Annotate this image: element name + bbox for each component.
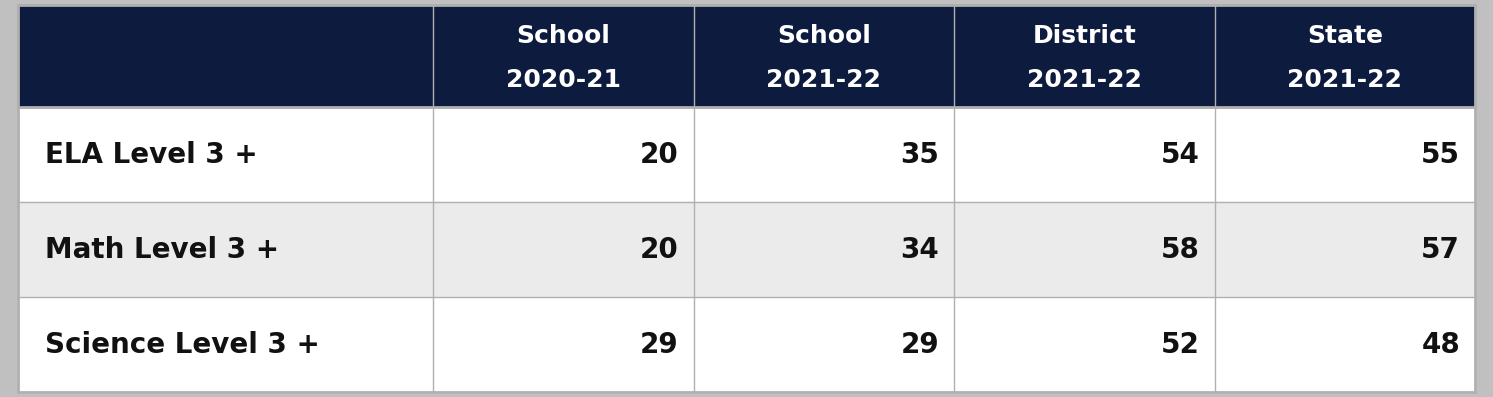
Text: 29: 29 — [640, 331, 679, 359]
Text: School: School — [776, 24, 870, 48]
Text: 29: 29 — [900, 331, 939, 359]
Text: State: State — [1306, 24, 1383, 48]
Text: 20: 20 — [640, 236, 679, 264]
Text: 2021-22: 2021-22 — [1027, 68, 1142, 92]
Bar — [18, 297, 1475, 392]
Text: 58: 58 — [1162, 236, 1200, 264]
Text: ELA Level 3 +: ELA Level 3 + — [45, 141, 257, 169]
Text: 35: 35 — [900, 141, 939, 169]
Text: School: School — [517, 24, 611, 48]
Text: 2020-21: 2020-21 — [506, 68, 621, 92]
Bar — [18, 108, 1475, 202]
Text: 54: 54 — [1162, 141, 1200, 169]
Text: 55: 55 — [1421, 141, 1460, 169]
Text: 34: 34 — [900, 236, 939, 264]
Text: Science Level 3 +: Science Level 3 + — [45, 331, 320, 359]
Bar — [18, 5, 1475, 108]
Text: 57: 57 — [1421, 236, 1460, 264]
Bar — [18, 202, 1475, 297]
Text: 20: 20 — [640, 141, 679, 169]
Text: 52: 52 — [1162, 331, 1200, 359]
Text: 2021-22: 2021-22 — [1287, 68, 1402, 92]
Text: 48: 48 — [1421, 331, 1460, 359]
Text: Math Level 3 +: Math Level 3 + — [45, 236, 279, 264]
Text: 2021-22: 2021-22 — [766, 68, 881, 92]
Text: District: District — [1033, 24, 1136, 48]
